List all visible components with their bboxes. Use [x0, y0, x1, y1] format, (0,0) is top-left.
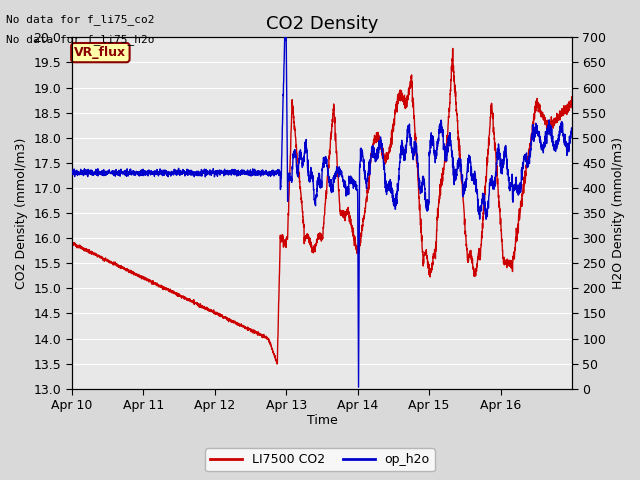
Y-axis label: CO2 Density (mmol/m3): CO2 Density (mmol/m3)	[15, 137, 28, 289]
Y-axis label: H2O Density (mmol/m3): H2O Density (mmol/m3)	[612, 137, 625, 289]
Legend: LI7500 CO2, op_h2o: LI7500 CO2, op_h2o	[205, 448, 435, 471]
X-axis label: Time: Time	[307, 414, 337, 427]
Text: No data for f_li75_co2: No data for f_li75_co2	[6, 14, 155, 25]
Text: No data for f_li75_h2o: No data for f_li75_h2o	[6, 34, 155, 45]
Title: CO2 Density: CO2 Density	[266, 15, 378, 33]
Text: VR_flux: VR_flux	[74, 46, 127, 59]
